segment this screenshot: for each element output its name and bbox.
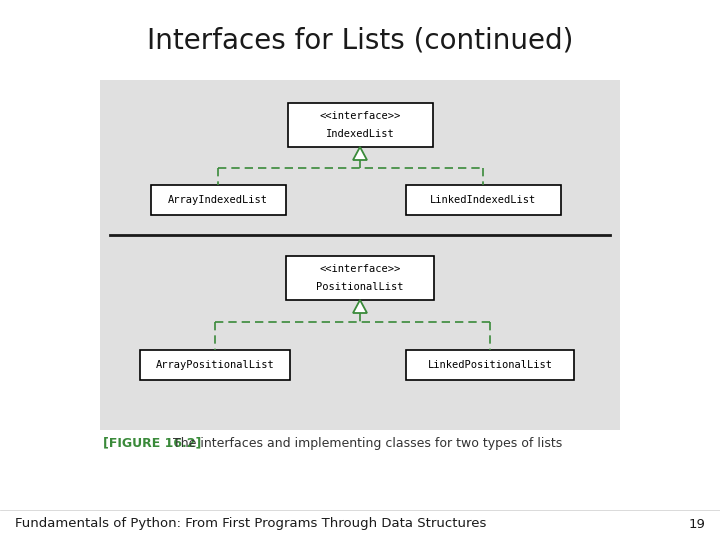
FancyBboxPatch shape bbox=[406, 350, 574, 380]
Text: [FIGURE 16.2]: [FIGURE 16.2] bbox=[103, 436, 202, 449]
FancyBboxPatch shape bbox=[100, 80, 620, 430]
Text: ArrayPositionalList: ArrayPositionalList bbox=[156, 360, 274, 370]
Polygon shape bbox=[353, 147, 367, 160]
Polygon shape bbox=[353, 300, 367, 313]
Text: <<interface>>: <<interface>> bbox=[320, 264, 400, 274]
FancyBboxPatch shape bbox=[150, 185, 286, 215]
Text: Interfaces for Lists (continued): Interfaces for Lists (continued) bbox=[147, 26, 573, 54]
FancyBboxPatch shape bbox=[405, 185, 560, 215]
FancyBboxPatch shape bbox=[287, 103, 433, 147]
Text: IndexedList: IndexedList bbox=[325, 129, 395, 139]
Text: ArrayIndexedList: ArrayIndexedList bbox=[168, 195, 268, 205]
Text: LinkedIndexedList: LinkedIndexedList bbox=[430, 195, 536, 205]
Text: Fundamentals of Python: From First Programs Through Data Structures: Fundamentals of Python: From First Progr… bbox=[15, 517, 487, 530]
FancyBboxPatch shape bbox=[286, 256, 434, 300]
FancyBboxPatch shape bbox=[140, 350, 290, 380]
Text: PositionalList: PositionalList bbox=[316, 282, 404, 292]
Text: LinkedPositionalList: LinkedPositionalList bbox=[428, 360, 552, 370]
Text: <<interface>>: <<interface>> bbox=[320, 111, 400, 121]
Text: 19: 19 bbox=[688, 517, 705, 530]
Text: The interfaces and implementing classes for two types of lists: The interfaces and implementing classes … bbox=[169, 436, 562, 449]
